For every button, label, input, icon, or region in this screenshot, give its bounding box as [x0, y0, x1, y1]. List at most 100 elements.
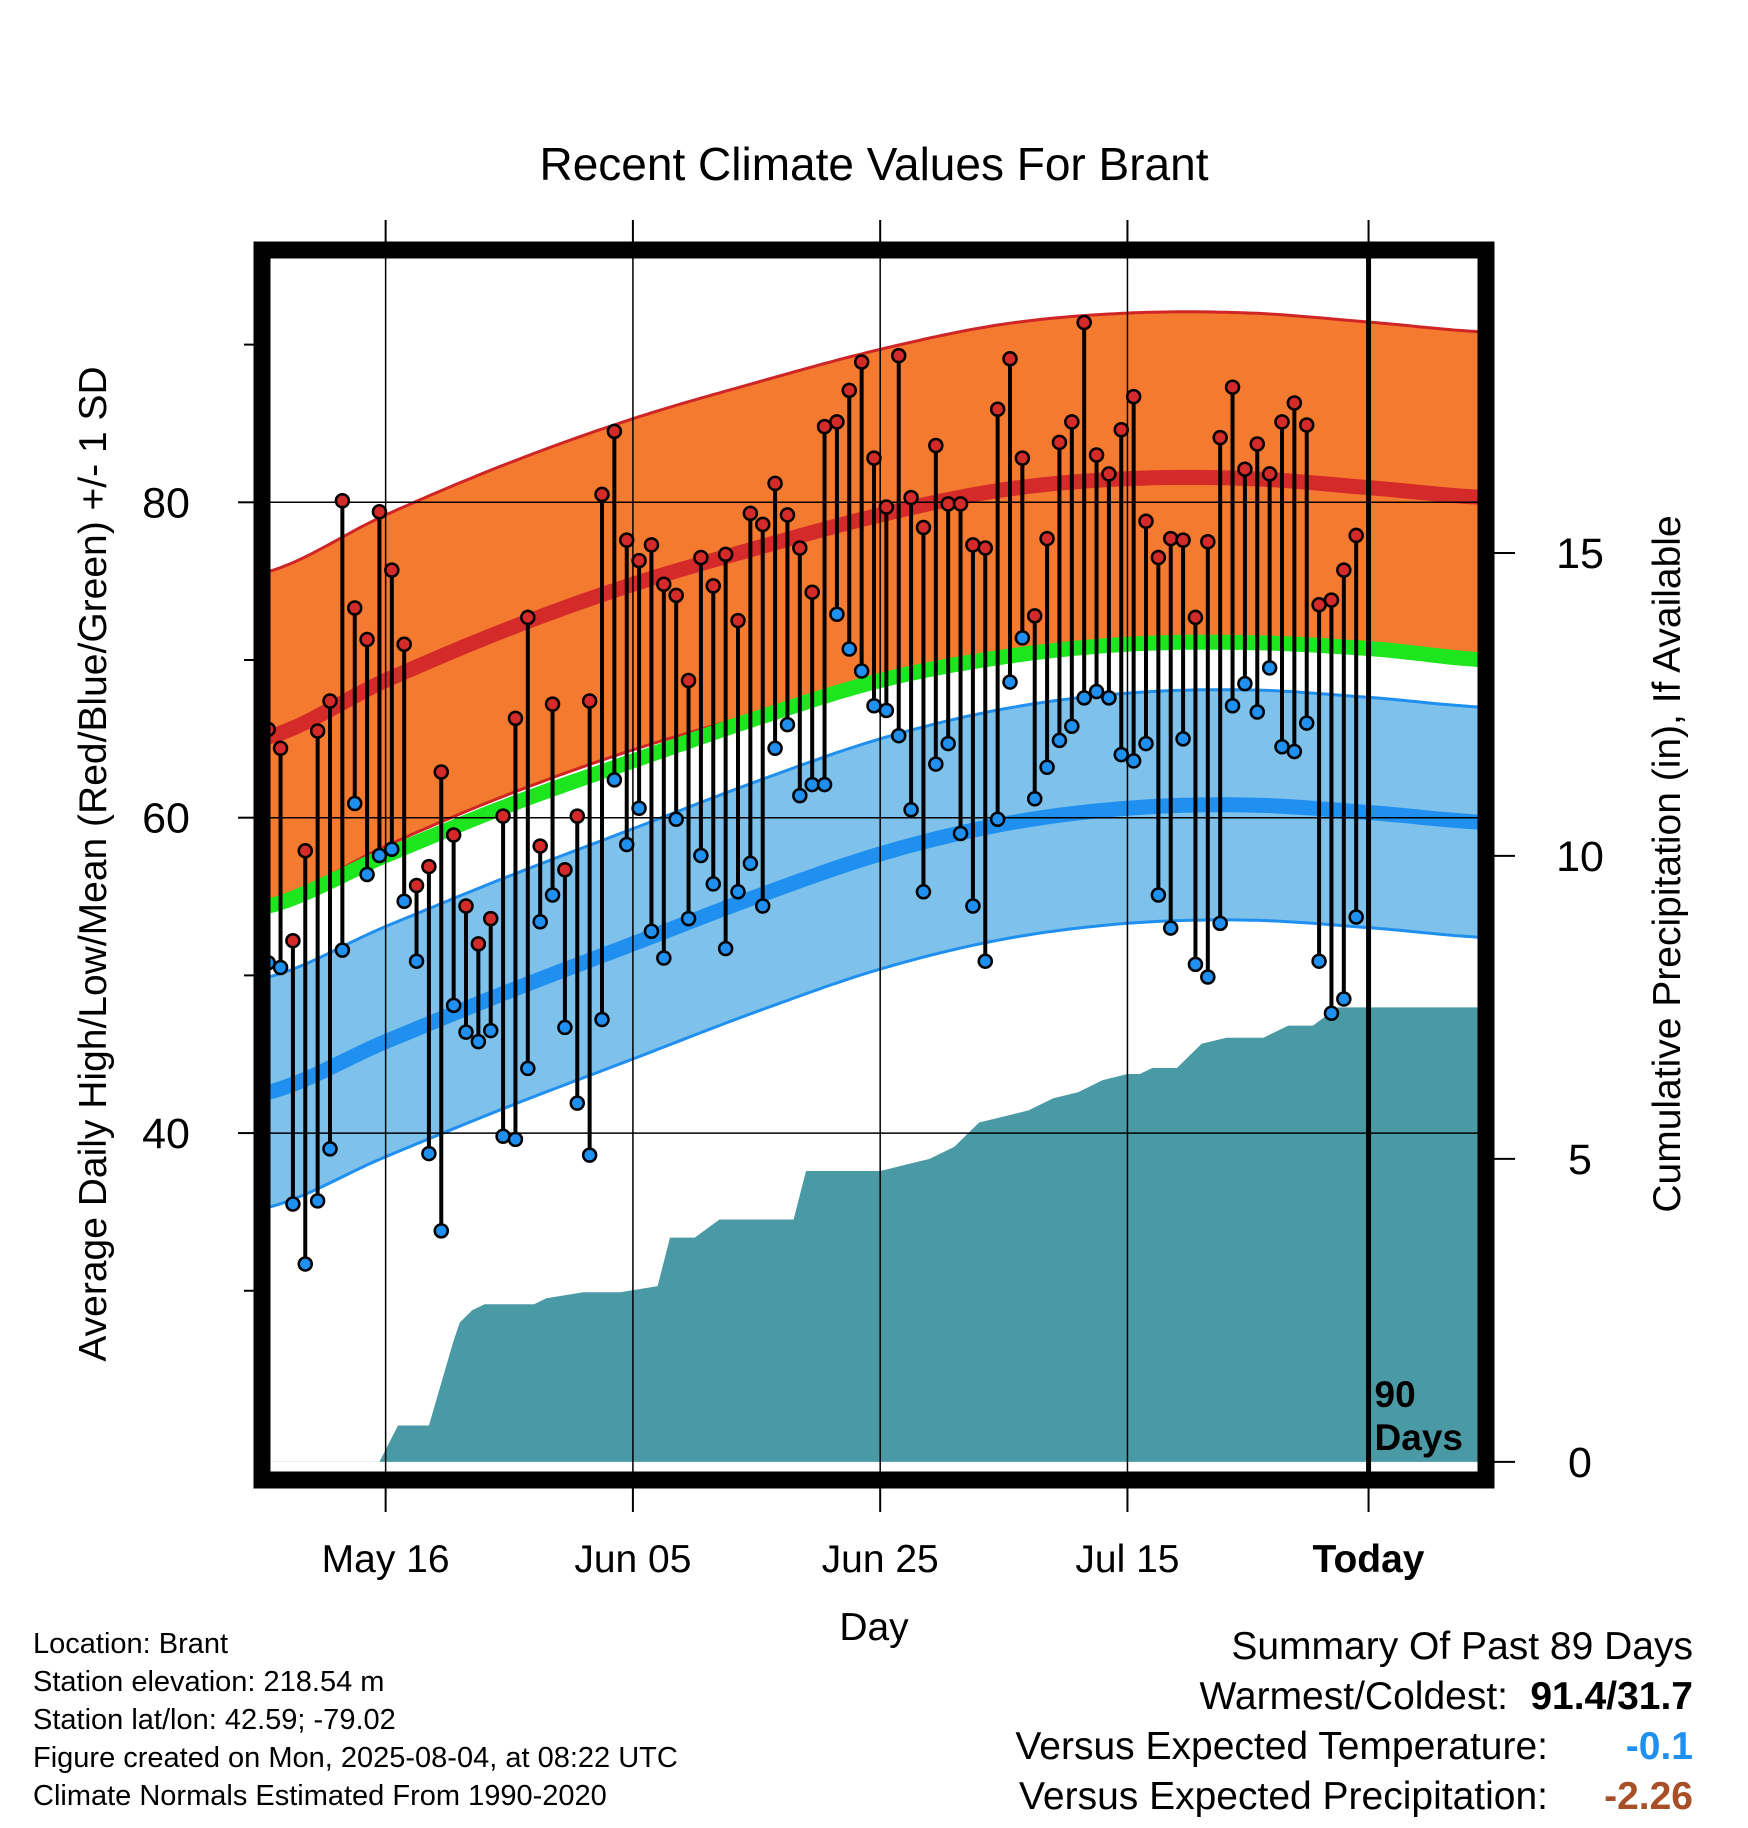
daily-low-point	[903, 802, 919, 818]
daily-high-point	[1162, 530, 1179, 547]
daily-low-point	[841, 641, 858, 657]
daily-low-point	[1286, 743, 1303, 760]
daily-low-point	[816, 776, 833, 793]
daily-high-point	[297, 843, 314, 859]
daily-low-point	[1298, 715, 1315, 731]
daily-high-point	[359, 631, 375, 648]
daily-high-point	[841, 382, 858, 399]
plot-frame	[253, 241, 1495, 1489]
daily-low-point	[878, 702, 895, 719]
daily-low-point	[606, 772, 623, 788]
daily-low-point	[507, 1131, 524, 1148]
daily-low-point	[952, 825, 969, 842]
daily-high-point	[680, 672, 697, 689]
daily-high-point	[754, 516, 771, 533]
daily-low-point	[853, 663, 870, 679]
daily-low-point	[1237, 675, 1253, 692]
daily-low-point	[371, 847, 388, 864]
y2-tick-label: 15	[1556, 530, 1604, 578]
daily-low-point	[445, 997, 462, 1014]
daily-low-point	[693, 847, 709, 864]
daily-low-point	[557, 1019, 573, 1036]
daily-low-point	[1076, 690, 1092, 706]
daily-high-point	[557, 861, 573, 878]
daily-high-point	[482, 910, 499, 927]
daily-high-point	[507, 710, 524, 727]
daily-high-point	[618, 532, 635, 548]
daily-high-point	[903, 489, 919, 506]
x-tick-label: Jul 15	[1075, 1538, 1179, 1581]
latlon-text: Station lat/lon: 42.59; -79.02	[33, 1704, 396, 1736]
daily-low-point	[1113, 746, 1130, 763]
daily-high-point	[693, 549, 709, 566]
daily-high-point	[544, 696, 561, 712]
daily-low-point	[742, 855, 759, 872]
temp-departure-row: Versus Expected Temperature: -0.1	[1015, 1722, 1693, 1772]
chart-title: Recent Climate Values For Brant	[540, 138, 1209, 190]
daily-low-point	[965, 898, 981, 914]
daily-low-point	[1051, 732, 1068, 749]
summary-panel: Summary Of Past 89 Days Warmest/Coldest:…	[1015, 1622, 1693, 1822]
daily-high-point	[1064, 414, 1080, 430]
daily-high-point	[989, 401, 1006, 418]
daily-low-point	[804, 776, 820, 793]
temp-departure-label: Versus Expected Temperature:	[1015, 1725, 1548, 1768]
daily-high-point	[804, 584, 820, 600]
daily-low-point	[359, 866, 375, 883]
y2-tick-label: 5	[1568, 1136, 1592, 1184]
normals-text: Climate Normals Estimated From 1990-2020	[33, 1780, 607, 1812]
x-tick-label: Jun 05	[574, 1538, 691, 1581]
daily-low-point	[532, 914, 548, 930]
daily-low-point	[1224, 697, 1241, 714]
daily-high-point	[272, 740, 289, 757]
daily-high-point	[705, 578, 722, 594]
daily-high-point	[940, 496, 956, 512]
daily-low-point	[792, 787, 808, 804]
y-axis-label: Average Daily High/Low/Mean (Red/Blue/Gr…	[72, 366, 115, 1361]
daily-low-point	[581, 1147, 598, 1163]
y-tick-label: 40	[142, 1110, 190, 1158]
daily-high-point	[1138, 513, 1154, 529]
daily-high-point	[569, 808, 586, 824]
daily-low-point	[334, 942, 351, 958]
daily-high-point	[1076, 314, 1092, 331]
daily-low-point	[1348, 909, 1364, 925]
daily-high-point	[309, 723, 326, 739]
daily-high-point	[1113, 422, 1130, 438]
warmest-coldest-row: Warmest/Coldest: 91.4/31.7	[1015, 1672, 1693, 1722]
station-info: Location: Brant Station elevation: 218.5…	[33, 1625, 678, 1815]
daily-high-point	[792, 540, 808, 556]
daily-high-point	[717, 546, 734, 563]
daily-high-point	[470, 936, 487, 952]
daily-high-point	[631, 552, 647, 569]
daily-low-point	[1261, 660, 1278, 676]
daily-low-point	[1138, 735, 1154, 752]
x-axis-label: Day	[839, 1606, 909, 1649]
daily-low-point	[705, 876, 722, 892]
today-annotation-1: Days	[1375, 1417, 1463, 1458]
daily-high-point	[1224, 379, 1241, 395]
daily-low-point	[482, 1022, 499, 1039]
daily-low-point	[656, 950, 672, 966]
daily-low-point	[717, 940, 734, 957]
daily-low-point	[989, 811, 1006, 828]
precip-layer	[262, 1007, 1486, 1462]
daily-high-point	[1088, 447, 1105, 463]
daily-high-point	[952, 496, 969, 512]
daily-high-point	[1274, 414, 1290, 430]
daily-high-point	[384, 562, 400, 578]
daily-low-point	[767, 740, 783, 757]
daily-low-point	[1200, 969, 1216, 985]
y2-tick-label: 0	[1568, 1439, 1592, 1487]
daily-high-point	[1348, 527, 1364, 544]
elevation-text: Station elevation: 218.54 m	[33, 1666, 385, 1698]
daily-high-point	[915, 519, 932, 536]
daily-high-point	[878, 499, 895, 515]
daily-high-point	[520, 609, 536, 626]
daily-high-point	[866, 450, 882, 466]
warmest-coldest-label: Warmest/Coldest:	[1199, 1675, 1508, 1718]
daily-low-point	[631, 800, 647, 816]
daily-high-point	[371, 504, 388, 520]
location-text: Location: Brant	[33, 1628, 229, 1660]
